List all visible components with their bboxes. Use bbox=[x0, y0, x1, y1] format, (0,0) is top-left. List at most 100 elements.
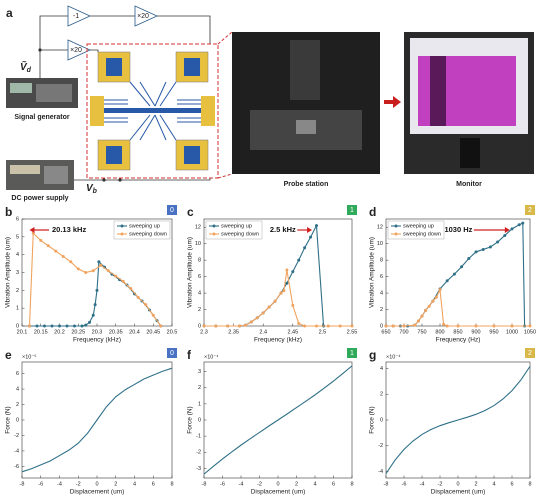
x-tick-label: -6 bbox=[402, 481, 407, 487]
data-point bbox=[297, 322, 301, 326]
data-point bbox=[273, 299, 277, 303]
data-point bbox=[151, 313, 155, 317]
y-tick-label: 1 bbox=[16, 306, 19, 312]
monitor-photo bbox=[404, 32, 534, 174]
data-point bbox=[121, 279, 125, 283]
data-line bbox=[203, 365, 353, 475]
x-tick-label: 950 bbox=[489, 329, 498, 335]
y-tick-label: -3 bbox=[196, 466, 201, 472]
data-line bbox=[386, 287, 530, 327]
y-tick-label: 1 bbox=[198, 401, 201, 407]
legend-label: sweeping down bbox=[403, 231, 441, 237]
y-tick-label: 12 bbox=[377, 225, 383, 231]
data-point bbox=[452, 272, 456, 276]
data-point bbox=[456, 324, 460, 328]
x-tick-label: -2 bbox=[438, 481, 443, 487]
legend-box bbox=[387, 220, 445, 240]
y-tick-label: 2 bbox=[16, 402, 19, 408]
badge-label: 1 bbox=[350, 350, 354, 357]
y-tick-label: 4 bbox=[380, 291, 383, 297]
data-point bbox=[80, 324, 84, 328]
panel-letter: d bbox=[369, 205, 376, 219]
data-point bbox=[255, 316, 259, 320]
y-tick-label: 2 bbox=[198, 307, 201, 313]
data-point bbox=[503, 233, 507, 237]
y-tick-label: -4 bbox=[14, 448, 19, 454]
x-tick-label: -4 bbox=[239, 481, 244, 487]
data-point bbox=[420, 314, 424, 318]
y-tick-label: 2 bbox=[16, 288, 19, 294]
y-tick-label: 3 bbox=[198, 369, 201, 375]
data-point bbox=[114, 274, 118, 278]
data-point bbox=[384, 324, 388, 328]
x-tick-label: 20.15 bbox=[34, 329, 48, 335]
x-tick-label: 8 bbox=[350, 481, 353, 487]
legend-label: sweeping down bbox=[129, 231, 167, 237]
legend-marker bbox=[212, 224, 216, 228]
data-point bbox=[76, 267, 80, 271]
x-tick-label: -8 bbox=[20, 481, 25, 487]
data-point bbox=[303, 246, 307, 250]
y-tick-label: 0 bbox=[198, 417, 201, 423]
data-point bbox=[481, 247, 485, 251]
x-tick-label: 2 bbox=[295, 481, 298, 487]
x-tick-label: 20.3 bbox=[92, 329, 103, 335]
badge-label: 2 bbox=[528, 207, 532, 214]
y-tick-label: 5 bbox=[16, 234, 19, 240]
x-axis-title: Frequency (kHz) bbox=[73, 337, 121, 344]
data-point bbox=[434, 295, 438, 299]
y-tick-label: 6 bbox=[198, 274, 201, 280]
annotation: 2.5 kHz bbox=[270, 225, 296, 234]
pad bbox=[90, 96, 104, 126]
data-point bbox=[285, 268, 289, 272]
photo-caption: DC power supply bbox=[11, 195, 68, 202]
x-tick-label: 20.5 bbox=[167, 329, 178, 335]
y-tick-label: 0 bbox=[198, 323, 201, 329]
y-tick-label: -1 bbox=[196, 434, 201, 440]
data-point bbox=[492, 324, 496, 328]
data-point bbox=[279, 291, 283, 295]
x-tick-label: 6 bbox=[332, 481, 335, 487]
device-schematic bbox=[86, 31, 233, 179]
y-tick-label: 3 bbox=[16, 270, 19, 276]
data-point bbox=[129, 287, 133, 291]
pad-inner bbox=[184, 58, 200, 76]
annotation-arrowhead bbox=[504, 227, 510, 233]
x-tick-label: -8 bbox=[384, 481, 389, 487]
annotation-arrowhead bbox=[29, 227, 35, 233]
x-tick-label: -2 bbox=[76, 481, 81, 487]
data-point bbox=[291, 270, 295, 274]
pad-inner bbox=[106, 58, 122, 76]
panel-letter: g bbox=[369, 348, 376, 362]
data-line bbox=[21, 367, 173, 473]
data-point bbox=[73, 324, 76, 328]
x-tick-label: 750 bbox=[417, 329, 426, 335]
x-tick-label: 700 bbox=[399, 329, 408, 335]
signal-generator-photo bbox=[6, 78, 78, 108]
x-tick-label: 20.1 bbox=[17, 329, 28, 335]
y-tick-label: 0 bbox=[16, 417, 19, 423]
badge bbox=[347, 348, 357, 358]
y-axis-title: Force (N) bbox=[369, 406, 376, 433]
y-tick-label: 6 bbox=[16, 216, 19, 222]
y-tick-label: 0 bbox=[380, 417, 383, 423]
data-point bbox=[402, 324, 406, 328]
data-point bbox=[106, 269, 110, 273]
data-point bbox=[61, 254, 65, 258]
pad-inner bbox=[184, 146, 200, 164]
legend-marker bbox=[120, 232, 124, 236]
x-tick-label: 850 bbox=[453, 329, 462, 335]
y-tick-label: -2 bbox=[14, 433, 19, 439]
wires bbox=[39, 15, 211, 181]
data-point bbox=[510, 324, 514, 328]
data-point bbox=[93, 303, 97, 307]
legend-marker bbox=[394, 224, 398, 228]
badge-label: 1 bbox=[350, 207, 354, 214]
legend-label: sweeping down bbox=[221, 231, 259, 237]
annotation: 1030 Hz bbox=[444, 225, 472, 234]
data-point bbox=[445, 279, 449, 283]
data-point bbox=[314, 324, 318, 328]
data-point bbox=[431, 299, 435, 303]
data-point bbox=[65, 324, 69, 328]
